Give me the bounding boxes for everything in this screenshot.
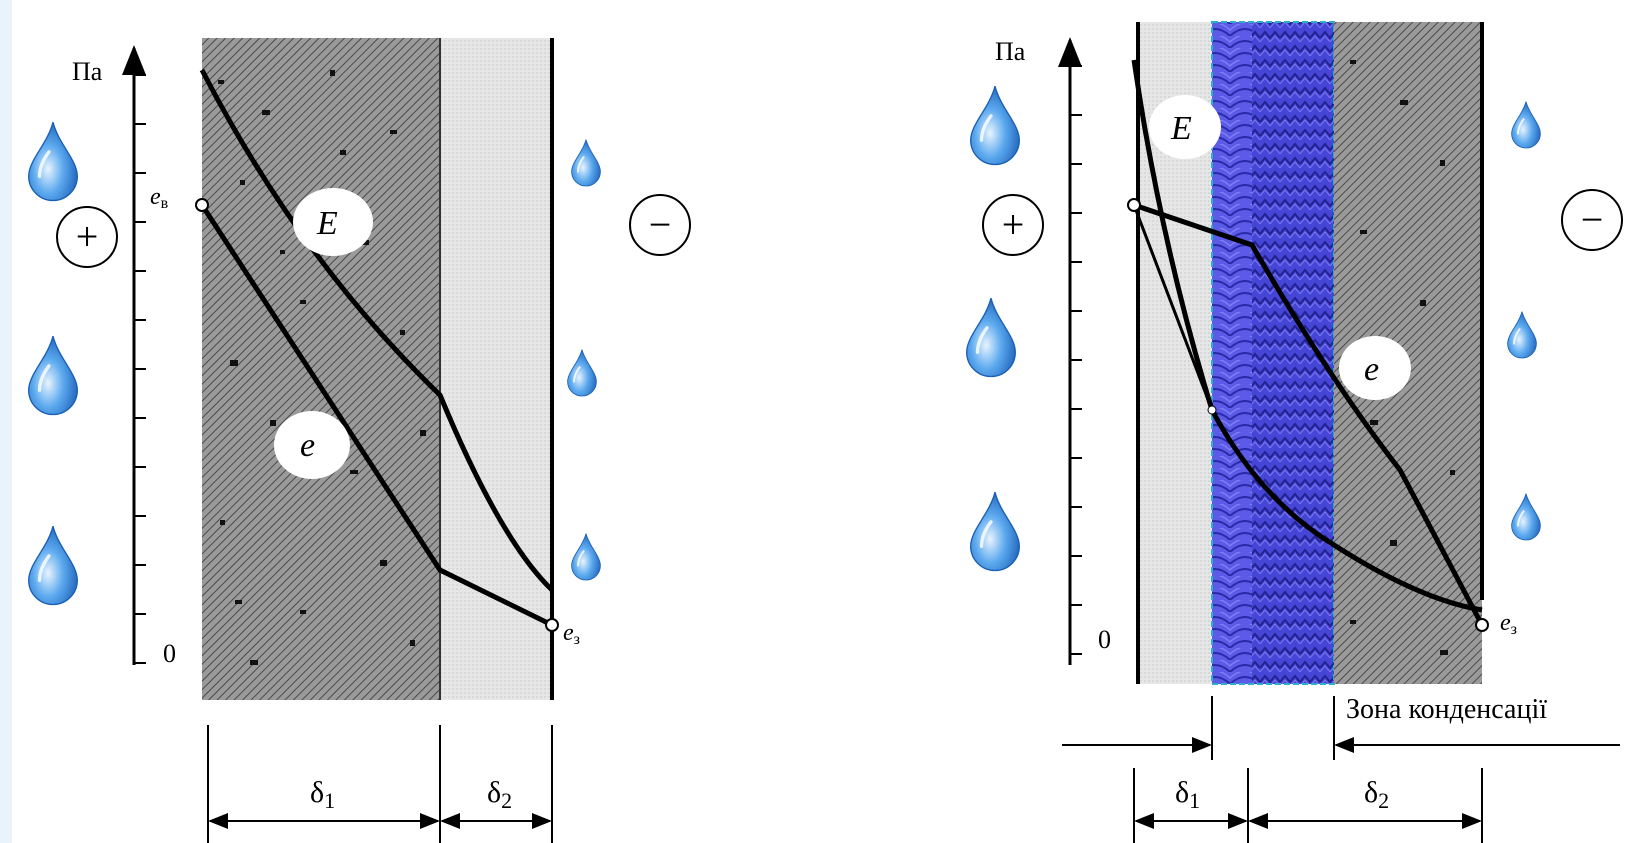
left-label-e: e (300, 427, 315, 464)
left-edge-band (0, 0, 12, 843)
right-label-E: E (1170, 110, 1192, 147)
right-insulation-chevrons (1252, 22, 1334, 684)
left-diagram: Па 0 E e eв eз + − (26, 38, 691, 843)
left-vapor-line-e (199, 203, 554, 628)
right-point-inner (1127, 198, 1141, 212)
right-minus-sign: − (1581, 197, 1604, 242)
left-plus-sign: + (76, 214, 99, 259)
right-drop-icon-3 (968, 490, 1022, 573)
right-point-outer (1475, 618, 1489, 632)
left-plus-sign-circle (56, 206, 118, 268)
left-axis-ticks (134, 74, 146, 664)
left-drop-icon-3 (26, 524, 80, 607)
left-axis-zero: 0 (163, 639, 176, 668)
right-dim-delta-1: δ1 (1175, 776, 1200, 813)
right-drop-icon-6 (1510, 492, 1542, 542)
left-minus-sign-circle (629, 194, 691, 256)
left-saturation-curve-E (199, 68, 554, 592)
left-drop-icon-6 (570, 532, 602, 582)
left-label-E-bg (293, 188, 373, 256)
right-vapor-line-thin (1132, 204, 1214, 411)
left-dim-delta-1: δ1 (310, 776, 335, 813)
right-speckles (1350, 60, 1455, 655)
condensation-zone-markers (1062, 696, 1620, 760)
right-diagram: Па 0 E e eз + − Зона конденсації (964, 21, 1623, 843)
left-layer-1 (202, 38, 440, 700)
left-dim-delta-2: δ2 (487, 776, 512, 813)
left-point-e-outer (545, 618, 559, 632)
right-vapor-line-e (1133, 202, 1485, 627)
right-plus-sign: + (1002, 202, 1025, 247)
right-label-e-bg (1339, 336, 1411, 400)
left-drop-icon-5 (566, 348, 598, 398)
condensation-zone-label: Зона конденсації (1346, 694, 1547, 725)
left-label-e-outer: eз (563, 620, 580, 648)
left-drop-icon-1 (26, 120, 80, 203)
right-axis-zero: 0 (1098, 625, 1111, 654)
right-dim-delta-2: δ2 (1364, 776, 1389, 813)
right-minus-sign-circle (1561, 189, 1623, 251)
right-label-e-outer: eз (1500, 610, 1517, 638)
left-speckles (218, 70, 426, 665)
left-label-e-bg (274, 411, 350, 479)
right-label-E-bg (1149, 95, 1221, 159)
right-drop-icon-4 (1510, 100, 1542, 150)
left-drop-icon-2 (26, 334, 80, 417)
right-drop-icon-2 (964, 296, 1018, 379)
right-drop-icon-5 (1506, 310, 1538, 360)
left-minus-sign: − (649, 202, 672, 247)
right-dimensions (1133, 768, 1483, 843)
left-dimensions (207, 725, 553, 843)
right-saturation-curve-E (1131, 59, 1483, 613)
left-layer-2 (440, 38, 552, 700)
left-drop-icon-4 (570, 138, 602, 188)
left-label-e-inner: eв (150, 184, 169, 212)
right-axis-unit: Па (995, 37, 1026, 66)
right-drop-icon-1 (968, 84, 1022, 167)
left-axis-unit: Па (72, 57, 103, 86)
left-point-e-inner (195, 198, 209, 212)
left-label-E: E (316, 205, 338, 242)
right-axis-ticks (1070, 65, 1082, 655)
right-label-e: e (1364, 351, 1379, 388)
right-plus-sign-circle (982, 194, 1044, 256)
right-point-mid (1207, 405, 1217, 415)
